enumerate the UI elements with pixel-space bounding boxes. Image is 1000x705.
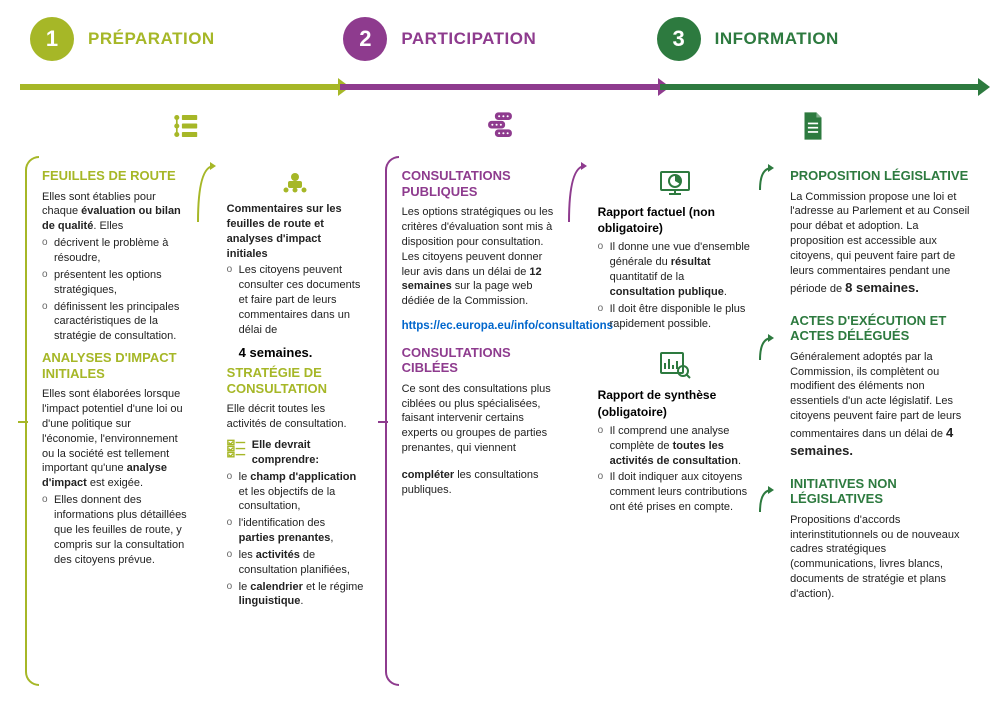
- list: Les citoyens peuvent consulter ces docum…: [227, 263, 364, 337]
- text: Elles sont élaborées lorsque l'impact po…: [42, 387, 189, 491]
- list-item: définissent les principales caractéristi…: [42, 300, 189, 345]
- stage-2-circle: 2: [343, 17, 387, 61]
- heading-actes-execution: ACTES D'EXÉCUTION ET ACTES DÉLÉGUÉS: [790, 313, 970, 344]
- stage-2: 2 PARTICIPATION: [343, 0, 656, 78]
- list-item: Il doit indiquer aux citoyens comment le…: [598, 470, 753, 515]
- list: Il comprend une analyse complète de tout…: [598, 424, 753, 515]
- list-item: présentent les options stratégiques,: [42, 268, 189, 298]
- column-rapports: Rapport factuel (non obligatoire) Il don…: [578, 156, 761, 696]
- text: Généralement adoptés par la Commission, …: [790, 350, 970, 460]
- text: Elles sont établies pour chaque évaluati…: [42, 190, 189, 235]
- connector-arrow-2: [567, 156, 587, 224]
- chat-icon: [343, 96, 656, 156]
- list-item: Il doit être disponible le plus rapideme…: [598, 302, 753, 332]
- stage-3-num: 3: [673, 26, 685, 52]
- heading-initiatives-non-legislatives: INITIATIVES NON LÉGISLATIVES: [790, 476, 970, 507]
- stage-2-title: PARTICIPATION: [401, 29, 536, 49]
- group-icon: [227, 170, 364, 196]
- output-arrow-3: [758, 484, 774, 519]
- list-item: le champ d'application et les objectifs …: [227, 470, 364, 515]
- stage-1-num: 1: [46, 26, 58, 52]
- monitor-pie-icon: [598, 170, 753, 196]
- text: compléter les consultations publiques.: [402, 468, 560, 498]
- list: décrivent le problème à résoudre, présen…: [42, 236, 189, 344]
- heading-proposition-legislative: PROPOSITION LÉGISLATIVE: [790, 168, 970, 184]
- stage-header: 1 PRÉPARATION 2 PARTICIPATION 3 INFORMAT…: [0, 0, 1000, 78]
- list-item: les activités de consultation planifiées…: [227, 548, 364, 578]
- arrow-seg-2: .arrow-seg:nth-child(2)::after{border-le…: [340, 84, 660, 90]
- list-item: Elles donnent des informations plus déta…: [42, 493, 189, 567]
- stage-1-circle: 1: [30, 17, 74, 61]
- stage-2-num: 2: [359, 26, 371, 52]
- bracket-3: [385, 156, 399, 686]
- heading-rapport-factuel: Rapport factuel (non obligatoire): [598, 204, 753, 236]
- stage-3-title: INFORMATION: [715, 29, 839, 49]
- text: Ce sont des consultations plus ciblées o…: [402, 382, 560, 456]
- list: Il donne une vue d'ensemble générale du …: [598, 240, 753, 331]
- arrow-seg-1: .arrow-seg:nth-child(1)::after{border-le…: [20, 84, 340, 90]
- arrow-seg-3: .arrow-seg:nth-child(3)::after{border-le…: [660, 84, 980, 90]
- content-columns: FEUILLES DE ROUTE Elles sont établies po…: [0, 156, 1000, 696]
- list: le champ d'application et les objectifs …: [227, 470, 364, 610]
- report-search-icon: [598, 351, 753, 379]
- heading-strategie-consultation: STRATÉGIE DE CONSULTATION: [227, 365, 364, 396]
- checklist-lead: Elle devrait comprendre:: [227, 438, 364, 468]
- output-arrow-1: [758, 162, 774, 197]
- column-feuilles-route: FEUILLES DE ROUTE Elles sont établies po…: [22, 156, 197, 696]
- text: La Commission propose une loi et l'adres…: [790, 190, 970, 297]
- icons-row: [0, 96, 1000, 156]
- list-item: décrivent le problème à résoudre,: [42, 236, 189, 266]
- text: Elle devrait comprendre:: [252, 438, 364, 468]
- connector-arrow-1: [196, 156, 216, 224]
- text: Elle décrit toutes les activités de cons…: [227, 402, 364, 432]
- list-item: Les citoyens peuvent consulter ces docum…: [227, 263, 364, 337]
- text: Propositions d'accords interinstitutionn…: [790, 513, 970, 602]
- list-icon: [30, 96, 343, 156]
- document-icon: [657, 96, 970, 156]
- consultations-link[interactable]: https://ec.europa.eu/info/consultations: [402, 319, 560, 335]
- stage-3: 3 INFORMATION: [657, 0, 970, 78]
- column-commentaires: Commentaires sur les feuilles de route e…: [207, 156, 372, 696]
- column-consultations: CONSULTATIONS PUBLIQUES Les options stra…: [382, 156, 568, 696]
- heading-consultations-ciblees: CONSULTATIONS CIBLÉES: [402, 345, 560, 376]
- text: Les options stratégiques ou les critères…: [402, 205, 560, 309]
- stage-1-title: PRÉPARATION: [88, 29, 215, 49]
- text: Commentaires sur les feuilles de route e…: [227, 202, 364, 261]
- list-item: le calendrier et le régime linguistique.: [227, 580, 364, 610]
- checklist-icon: [227, 438, 246, 460]
- heading-feuilles-route: FEUILLES DE ROUTE: [42, 168, 189, 184]
- stage-3-circle: 3: [657, 17, 701, 61]
- duration-4-weeks: 4 semaines.: [227, 344, 364, 362]
- list-item: Il donne une vue d'ensemble générale du …: [598, 240, 753, 299]
- heading-rapport-synthese: Rapport de synthèse (obligatoire): [598, 387, 753, 419]
- list-item: Il comprend une analyse complète de tout…: [598, 424, 753, 469]
- heading-analyses-impact: ANALYSES D'IMPACT INITIALES: [42, 350, 189, 381]
- list-item: l'identification des parties prenantes,: [227, 516, 364, 546]
- heading-consultations-publiques: CONSULTATIONS PUBLIQUES: [402, 168, 560, 199]
- list: Elles donnent des informations plus déta…: [42, 493, 189, 567]
- progress-arrow-bar: .arrow-seg:nth-child(1)::after{border-le…: [0, 78, 1000, 96]
- bracket-1: [25, 156, 39, 686]
- column-outputs: PROPOSITION LÉGISLATIVE La Commission pr…: [770, 156, 978, 696]
- stage-1: 1 PRÉPARATION: [30, 0, 343, 78]
- output-arrow-2: [758, 332, 774, 367]
